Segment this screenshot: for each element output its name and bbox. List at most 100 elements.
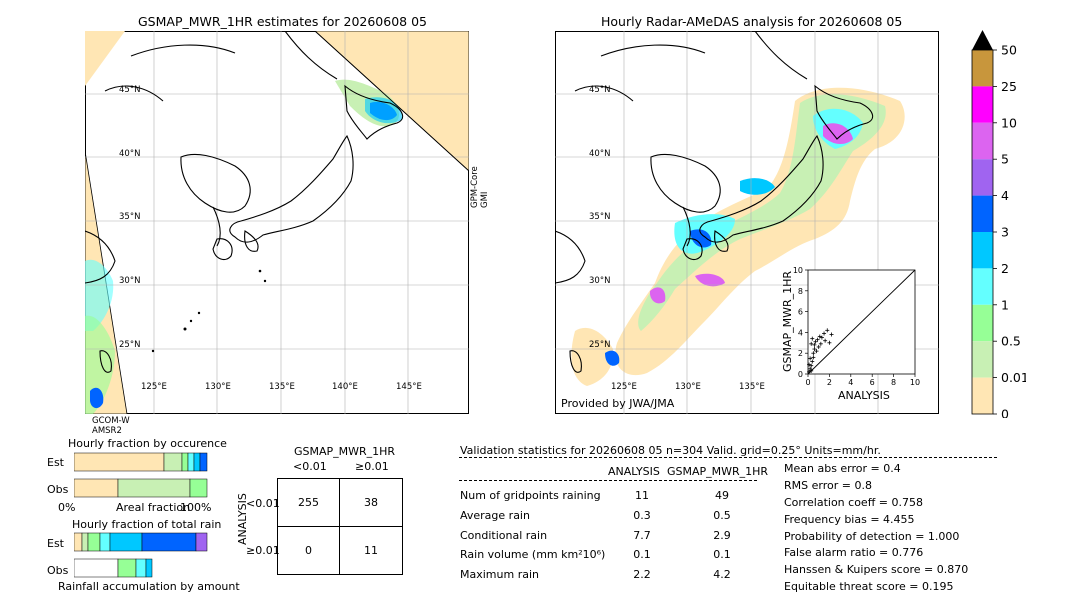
score-line: False alarm ratio = 0.776 <box>784 546 924 559</box>
scatter-point <box>807 362 812 367</box>
left-coastlines <box>85 31 404 373</box>
score-line: Mean abs error = 0.4 <box>784 462 901 475</box>
occurence-axis-mid: Areal fraction <box>116 501 191 514</box>
scatter-ytick-label: 0 <box>798 370 803 379</box>
right-map-title: Hourly Radar-AMeDAS analysis for 2026060… <box>601 14 903 29</box>
validation-row-gsmap: 49 <box>715 489 729 502</box>
left-lat-45: 45°N <box>119 85 141 95</box>
colorbar-tick-label: 50 <box>1001 43 1017 58</box>
contingency-side-label: ANALYSIS <box>236 493 249 545</box>
total-est-bar <box>74 532 208 552</box>
scatter-point <box>825 328 830 333</box>
colorbar-segment <box>972 232 993 269</box>
validation-row-label: Conditional rain <box>460 529 548 542</box>
score-line: Hanssen & Kuipers score = 0.870 <box>784 563 969 576</box>
scatter-point <box>809 341 814 346</box>
colorbar-tick-label: 5 <box>1001 152 1009 167</box>
scatter-point <box>812 342 817 347</box>
validation-row-gsmap: 0.5 <box>713 509 731 522</box>
colorbar-tick-label: 3 <box>1001 225 1009 240</box>
total-obs-bar <box>74 558 153 578</box>
left-lat-40: 40°N <box>119 149 141 159</box>
right-lat-40: 40°N <box>589 149 611 159</box>
occurence-obs-bar <box>74 478 208 498</box>
left-lon-130: 130°E <box>205 382 231 392</box>
scatter-point <box>816 344 821 349</box>
right-rain-medium-3 <box>740 178 775 195</box>
colorbar-segment <box>972 377 993 414</box>
left-lon-125: 125°E <box>141 382 167 392</box>
scatter-point <box>808 356 813 361</box>
contingency-cell: 0 <box>305 544 312 557</box>
occurence-obs-label: Obs <box>47 483 69 496</box>
validation-table-rule <box>459 480 757 481</box>
scatter-xtick-label: 8 <box>891 378 896 387</box>
colorbar-tick-label: 0.01 <box>1001 370 1026 385</box>
scatter-point <box>815 337 820 342</box>
left-gridlines <box>85 31 469 414</box>
colorbar-tick-label: 10 <box>1001 115 1017 130</box>
right-lon-125: 125°E <box>611 382 637 392</box>
swath-label-gpm: GPM-Core GMI <box>470 166 490 208</box>
scatter-inset: 00 2 2 4 4 6 6 8 8 10 10 <box>793 266 920 387</box>
scatter-ytick-label: 6 <box>798 308 803 317</box>
scatter-ytick-label: 4 <box>798 328 803 337</box>
score-line: Probability of detection = 1.000 <box>784 530 960 543</box>
validation-row-gsmap: 2.9 <box>713 529 731 542</box>
right-rain-heavy-1 <box>823 123 853 145</box>
contingency-grid: 255 38 0 11 <box>277 478 403 575</box>
scatter-xtick-label: 6 <box>870 378 875 387</box>
scatter-point <box>819 335 824 340</box>
scatter-point <box>818 341 823 346</box>
left-map <box>85 31 469 414</box>
validation-row-gsmap: 0.1 <box>713 548 731 561</box>
contingency-cell: 38 <box>364 496 378 509</box>
score-line: RMS error = 0.8 <box>784 479 872 492</box>
left-lat-35: 35°N <box>119 212 141 222</box>
total-rain-bars <box>74 532 208 578</box>
colorbar-segment <box>972 86 993 123</box>
right-rain-light <box>638 94 886 331</box>
scatter-point <box>829 332 834 337</box>
validation-row-analysis: 2.2 <box>633 568 651 581</box>
contingency-title: GSMAP_MWR_1HR <box>294 445 396 458</box>
left-rain-left-1 <box>85 259 114 331</box>
total-rain-footer: Rainfall accumulation by amount <box>58 580 240 593</box>
right-map <box>555 31 939 414</box>
contingency-cell: 255 <box>298 496 319 509</box>
scatter-xtick-label: 0 <box>805 378 810 387</box>
occurence-axis-left: 0% <box>58 501 76 514</box>
validation-header-rule <box>459 457 997 458</box>
scatter-point <box>811 351 816 356</box>
right-lat-45: 45°N <box>589 85 611 95</box>
scatter-xtick-label: 2 <box>827 378 832 387</box>
colorbar-tick-label: 25 <box>1001 79 1017 94</box>
scatter-point <box>809 363 814 368</box>
score-line: Equitable threat score = 0.195 <box>784 580 954 593</box>
scatter-xtick-label: 4 <box>848 378 853 387</box>
scatter-point <box>810 336 815 341</box>
validation-col-analysis: ANALYSIS <box>608 465 660 478</box>
scatter-point <box>827 340 832 345</box>
contingency-row-1: <0.01 <box>246 497 280 510</box>
right-coastlines <box>555 31 874 373</box>
colorbar-tick-label: 2 <box>1001 261 1009 276</box>
occurence-title: Hourly fraction by occurence <box>68 437 227 450</box>
scatter-point <box>807 369 812 374</box>
colorbar: 50 25 10 5 4 3 2 1 0.5 0.01 0 <box>971 30 1026 418</box>
colorbar-segment <box>972 341 993 378</box>
score-line: Correlation coeff = 0.758 <box>784 496 923 509</box>
left-islands <box>151 269 267 353</box>
scatter-ytick-label: 10 <box>793 266 803 275</box>
colorbar-tick-label: 1 <box>1001 297 1009 312</box>
right-rain-tail <box>571 327 614 386</box>
total-rain-title: Hourly fraction of total rain <box>72 518 222 531</box>
right-lat-25: 25°N <box>589 340 611 350</box>
right-rain-heavy-2 <box>690 229 712 248</box>
scatter-xtick-label: 10 <box>910 378 920 387</box>
contingency-row-2: ≥0.01 <box>246 544 280 557</box>
occurence-axis-right: 100% <box>180 501 212 514</box>
validation-row-label: Rain volume (mm km²10⁶) <box>460 548 606 561</box>
colorbar-tick-label: 0.5 <box>1001 334 1021 349</box>
occurence-est-label: Est <box>47 456 64 469</box>
